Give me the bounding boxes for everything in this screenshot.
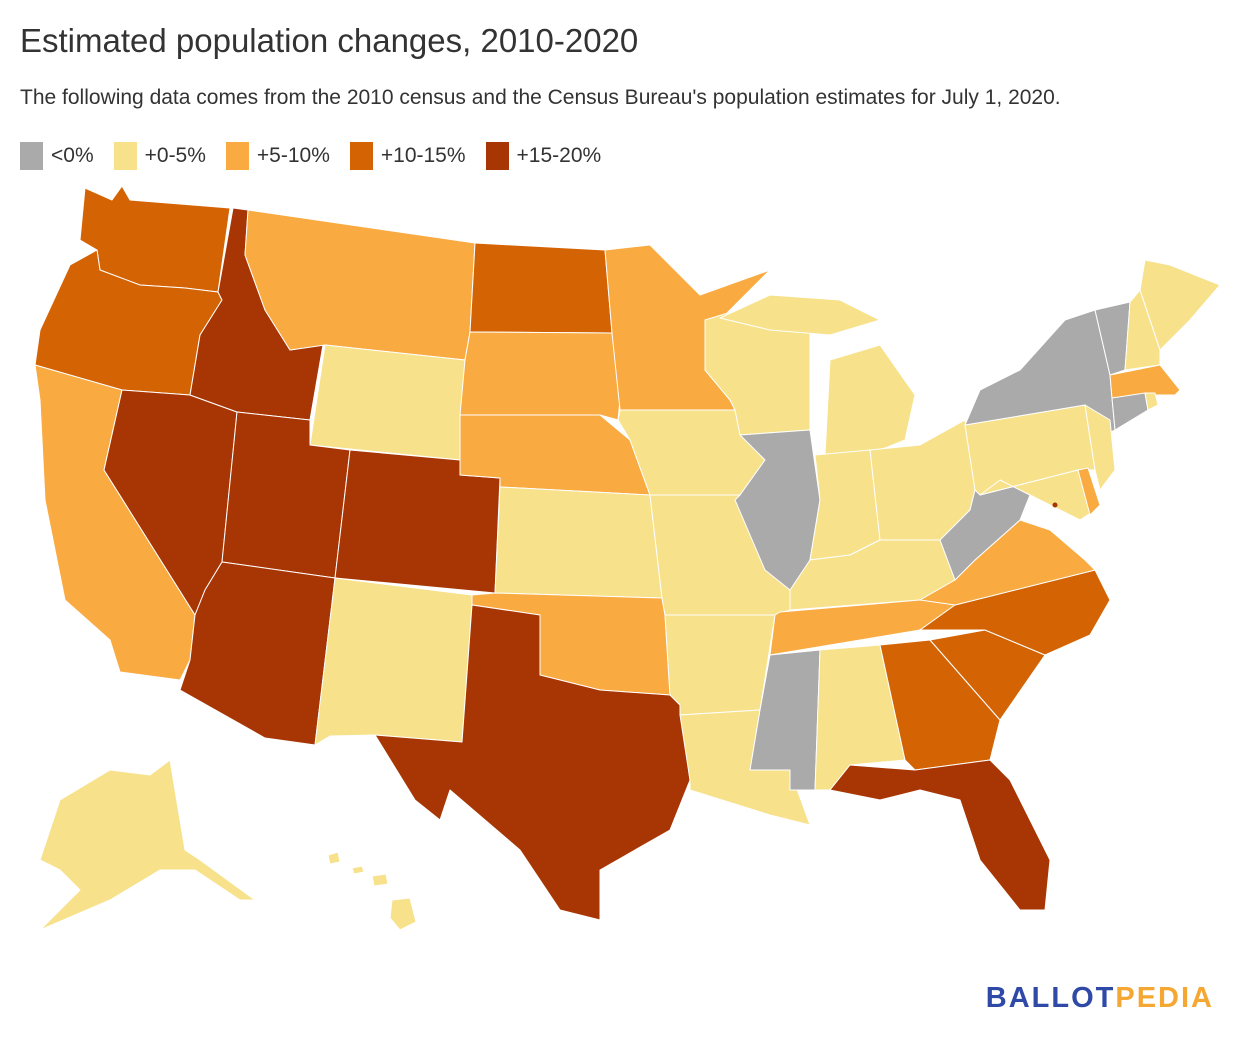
legend-label: +15-20% — [516, 144, 602, 167]
state-ak — [39, 759, 256, 931]
ballotpedia-logo: BALLOTPEDIA — [986, 982, 1214, 1015]
state-dc — [1052, 502, 1058, 508]
state-ks — [494, 486, 663, 599]
legend-swatch — [113, 142, 137, 170]
legend-label: <0% — [51, 144, 94, 167]
state-in — [809, 449, 881, 561]
state-ct — [1111, 392, 1149, 431]
state-ar — [664, 614, 776, 716]
state-hi — [327, 851, 417, 931]
legend-swatch — [349, 142, 373, 170]
legend-item: +0-5% — [113, 142, 206, 170]
legend-item: +5-10% — [225, 142, 330, 170]
chart-subtitle: The following data comes from the 2010 c… — [20, 86, 1061, 109]
state-sd — [459, 331, 621, 421]
legend-swatch — [20, 142, 43, 170]
state-nj — [1084, 404, 1116, 491]
state-nm — [314, 577, 473, 746]
state-fl — [829, 759, 1051, 911]
state-me — [1139, 259, 1221, 351]
legend-item: +15-20% — [485, 142, 602, 170]
state-tx — [374, 604, 691, 921]
state-nh — [1124, 289, 1161, 371]
logo-part1: BALLOT — [985, 982, 1116, 1014]
logo-part2: PEDIA — [1115, 982, 1214, 1014]
chart-title: Estimated population changes, 2010-2020 — [20, 22, 639, 59]
state-ri — [1144, 392, 1159, 411]
legend-swatch — [225, 142, 249, 170]
state-wy — [309, 344, 466, 461]
legend: <0% +0-5% +5-10% +10-15% +15-20% — [20, 142, 601, 170]
state-de — [1077, 467, 1101, 516]
legend-item: <0% — [20, 142, 94, 170]
legend-item: +10-15% — [349, 142, 466, 170]
state-nd — [469, 242, 613, 334]
legend-label: +0-5% — [144, 144, 206, 167]
legend-swatch — [485, 142, 509, 170]
legend-label: +10-15% — [380, 144, 466, 167]
legend-label: +5-10% — [256, 144, 330, 167]
